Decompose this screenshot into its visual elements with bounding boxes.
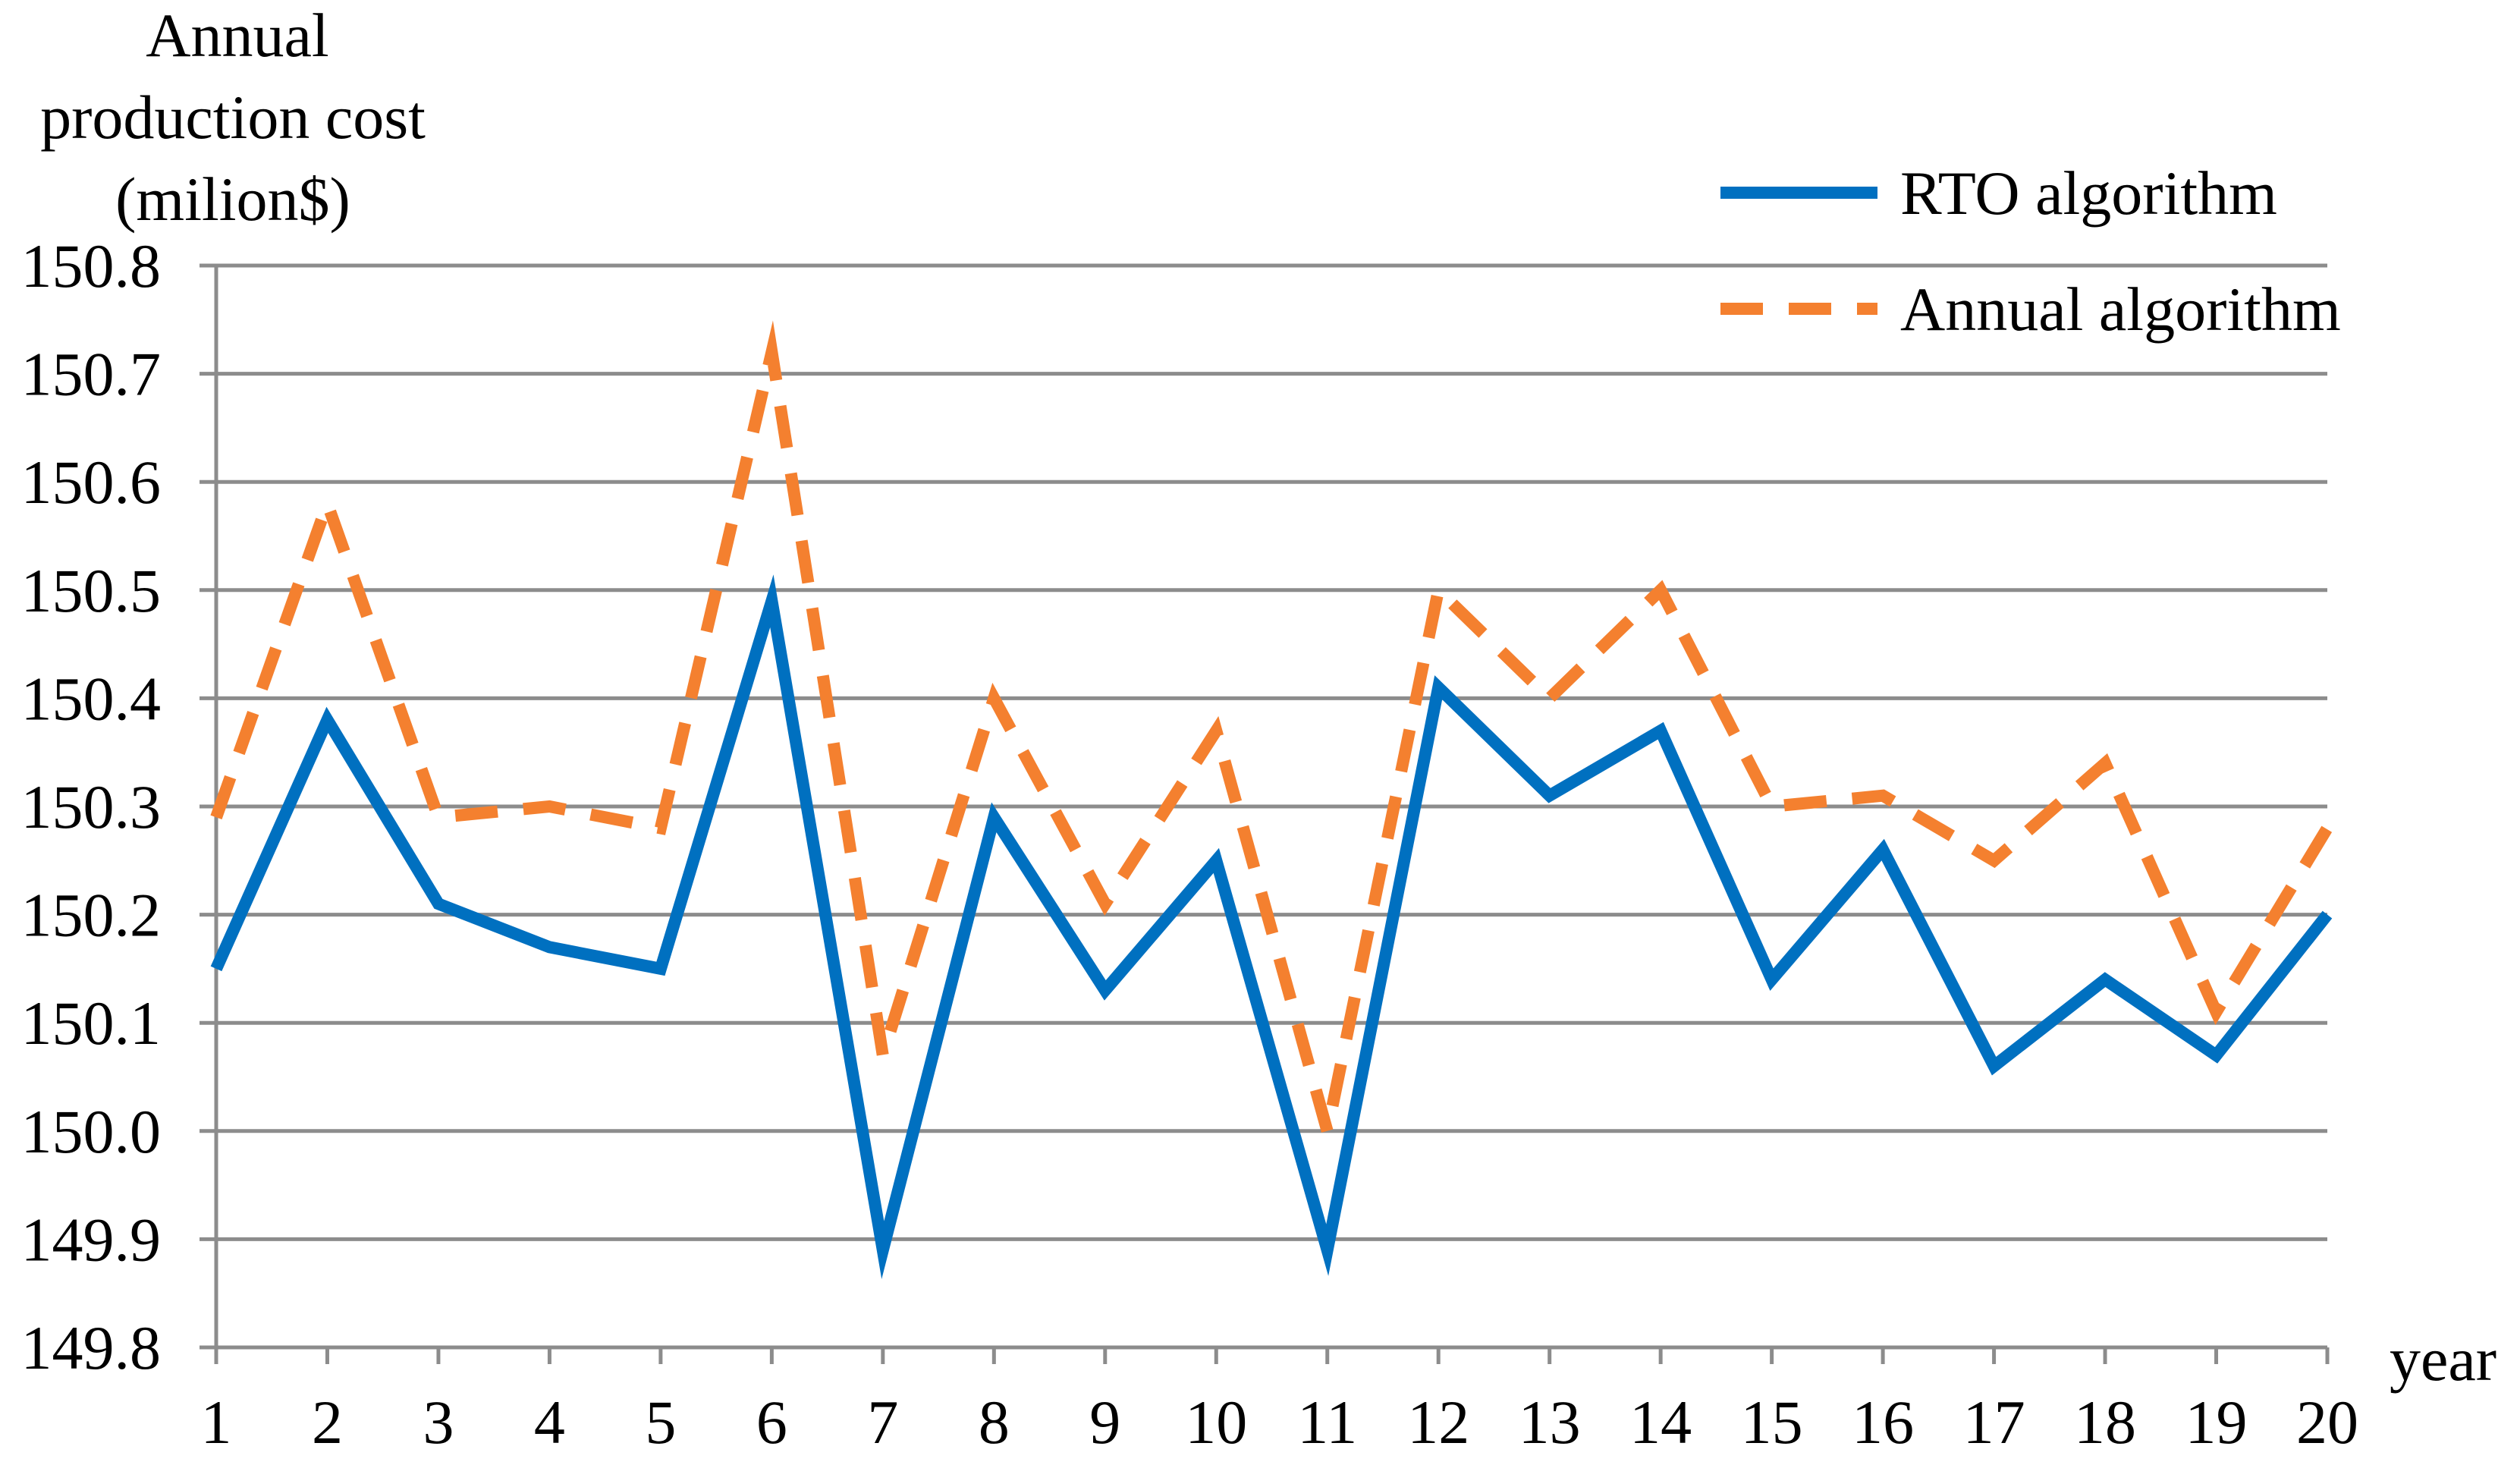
x-tick-label: 9 (1089, 1388, 1120, 1457)
x-tick-label: 7 (867, 1388, 898, 1457)
y-axis-label-line-3: (milion$) (115, 165, 350, 234)
y-tick-label: 150.1 (21, 989, 162, 1058)
series-lines (210, 320, 2333, 1279)
x-axis-label: year (2390, 1325, 2496, 1394)
x-tick-label: 12 (1407, 1388, 1469, 1457)
series-line-rto (210, 574, 2333, 1279)
x-tick-label: 13 (1519, 1388, 1581, 1457)
x-tick-label: 18 (2074, 1388, 2136, 1457)
x-tick-label: 8 (979, 1388, 1010, 1457)
y-tick-labels: 149.8 149.9 150.0 150.1 150.2 150.3 150.4 150.5… (21, 231, 162, 1382)
x-tick-labels: 1 2 3 4 5 6 7 8 9 10 11 12 13 14 15 16 17 18 19 20 (201, 1388, 2359, 1457)
y-tick-label: 150.4 (21, 664, 162, 733)
legend-label-rto: RTO algorithm (1900, 159, 2277, 228)
axes (200, 263, 2330, 1364)
legend-label-annual: Annual algorithm (1900, 275, 2341, 344)
y-tick-label: 149.8 (21, 1313, 162, 1382)
x-tick-label: 19 (2185, 1388, 2248, 1457)
x-tick-label: 5 (645, 1388, 676, 1457)
x-tick-label: 10 (1185, 1388, 1247, 1457)
x-tick-label: 4 (534, 1388, 565, 1457)
series-line-annual (210, 320, 2333, 1157)
x-tick-label: 3 (423, 1388, 454, 1457)
x-tick-label: 16 (1852, 1388, 1914, 1457)
y-tick-label: 150.8 (21, 231, 162, 300)
y-axis-label-line-2: production cost (40, 83, 426, 152)
y-tick-label: 150.2 (21, 881, 162, 950)
x-tick-label: 6 (756, 1388, 787, 1457)
y-tick-label: 149.9 (21, 1205, 162, 1274)
x-tick-label: 17 (1963, 1388, 2025, 1457)
gridlines (216, 263, 2327, 1241)
x-tick-label: 11 (1297, 1388, 1357, 1457)
y-axis-label: Annual production cost (milion$) (40, 1, 426, 234)
x-tick-label: 1 (201, 1388, 232, 1457)
legend: RTO algorithm Annual algorithm (1720, 159, 2341, 344)
y-tick-label: 150.6 (21, 448, 162, 517)
y-axis-label-line-1: Annual (146, 1, 328, 70)
x-tick-label: 2 (312, 1388, 343, 1457)
y-tick-label: 150.3 (21, 772, 162, 841)
x-tick-label: 15 (1741, 1388, 1803, 1457)
x-tick-label: 20 (2296, 1388, 2358, 1457)
x-tick-label: 14 (1629, 1388, 1692, 1457)
y-tick-label: 150.0 (21, 1097, 162, 1166)
y-tick-label: 150.7 (21, 340, 162, 409)
y-tick-label: 150.5 (21, 556, 162, 625)
